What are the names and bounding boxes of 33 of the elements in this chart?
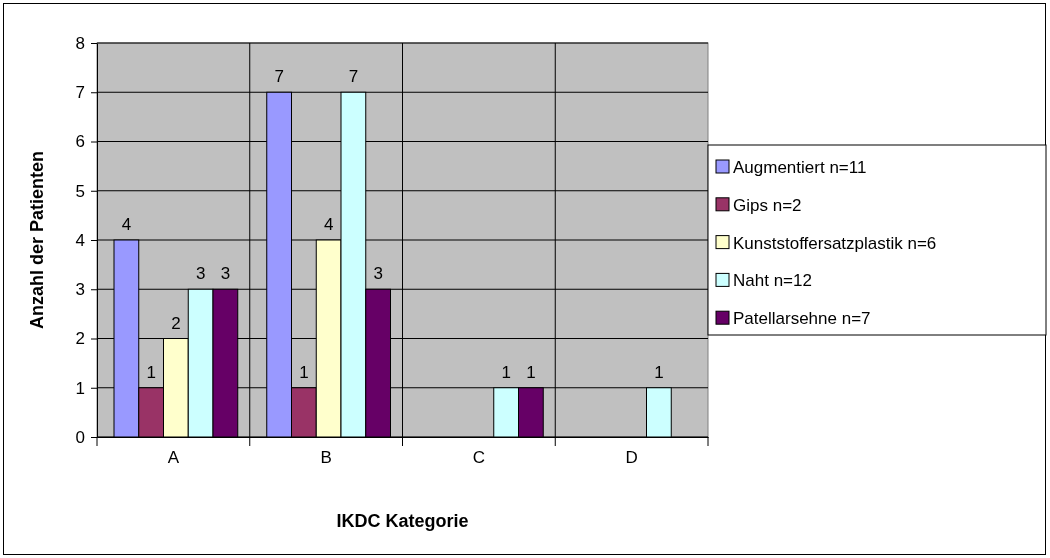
- data-label: 1: [654, 362, 664, 382]
- data-label: 4: [323, 215, 334, 234]
- data-label: 3: [220, 264, 231, 284]
- x-tick-label: D: [625, 448, 638, 468]
- data-label: 2: [171, 313, 181, 333]
- y-tick-label: 7: [75, 83, 85, 103]
- data-label: 1: [526, 362, 536, 382]
- y-tick-label: 2: [75, 329, 85, 349]
- y-axis-title: Anzahl der Patienten: [27, 150, 47, 330]
- data-label: 7: [348, 67, 359, 87]
- y-tick-label: 6: [75, 132, 85, 152]
- y-tick-label: 0: [75, 427, 85, 447]
- legend-label: Augmentiert n=11: [733, 158, 867, 177]
- data-label: 3: [373, 264, 383, 284]
- y-tick-label: 8: [75, 33, 85, 53]
- x-tick-label: A: [167, 448, 180, 468]
- data-label: 7: [274, 67, 284, 87]
- x-axis-title: IKDC Kategorie: [336, 511, 469, 531]
- legend-label: Gips n=2: [733, 195, 802, 215]
- y-tick-label: 4: [75, 230, 85, 250]
- x-tick-label: C: [472, 448, 486, 468]
- data-label: 4: [121, 215, 132, 234]
- data-label: 1: [146, 362, 156, 382]
- legend-label: Patellarsehne n=7: [733, 309, 871, 329]
- data-label: 1: [501, 362, 511, 382]
- legend-label: Naht n=12: [733, 271, 812, 291]
- y-tick-label: 5: [75, 181, 85, 201]
- legend-label: Kunststoffersatzplastik n=6: [733, 233, 937, 253]
- x-tick-label: B: [320, 448, 332, 468]
- data-label: 3: [195, 264, 206, 284]
- data-label: 1: [299, 362, 309, 382]
- y-tick-label: 1: [75, 378, 85, 398]
- y-tick-label: 3: [75, 280, 85, 300]
